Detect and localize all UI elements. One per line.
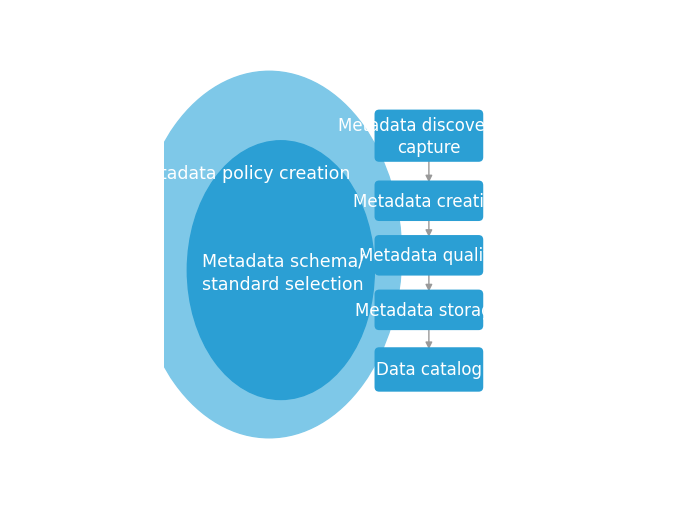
Text: Metadata quality: Metadata quality: [358, 247, 499, 265]
Text: Metadata storage: Metadata storage: [356, 301, 503, 319]
FancyBboxPatch shape: [374, 347, 483, 392]
Ellipse shape: [136, 72, 402, 438]
Ellipse shape: [188, 141, 374, 399]
FancyBboxPatch shape: [374, 235, 483, 276]
Text: Metadata discovery &
capture: Metadata discovery & capture: [338, 116, 520, 157]
FancyBboxPatch shape: [374, 111, 483, 163]
FancyBboxPatch shape: [374, 290, 483, 330]
FancyBboxPatch shape: [374, 181, 483, 222]
Text: Metadata schema/
standard selection: Metadata schema/ standard selection: [202, 252, 364, 293]
Text: Metadata creation: Metadata creation: [353, 192, 505, 211]
Text: Data catalog: Data catalog: [376, 361, 482, 379]
Text: Metadata policy creation: Metadata policy creation: [134, 165, 350, 182]
